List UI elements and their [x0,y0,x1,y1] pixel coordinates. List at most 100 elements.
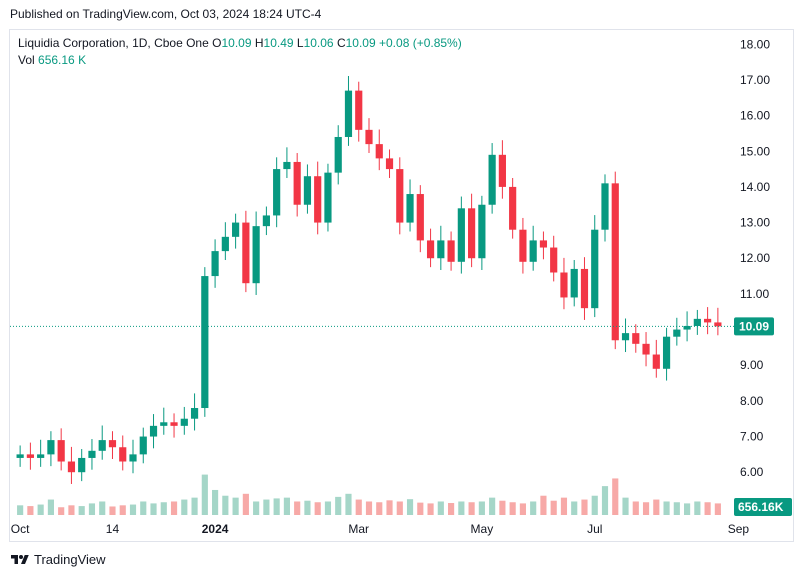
legend-open-label: O [212,36,222,50]
volume-bar [140,501,147,515]
volume-bar [170,501,178,515]
candle-body [478,204,486,259]
candle-body [539,240,548,248]
footer-brand[interactable]: TradingView [10,552,106,567]
candle-body [88,450,96,458]
volume-bar [88,503,96,515]
candle-body [642,343,650,355]
candle-body [550,247,558,273]
volume-bar [99,501,106,515]
candle-body [509,186,517,230]
volume-bar [437,501,444,515]
volume-bar [201,474,208,515]
candle-body [591,229,599,309]
legend-high-label: H [254,36,264,50]
volume-bar [489,497,496,515]
candle-body [519,229,527,262]
published-header: Published on TradingView.com, Oct 03, 20… [10,7,322,21]
volume-bar [78,506,85,515]
y-tick-label: 7.00 [740,430,764,444]
y-tick-label: 14.00 [740,180,770,194]
last-price-tag [734,317,774,336]
volume-bar [622,497,629,515]
footer-brand-label: TradingView [34,552,106,567]
y-tick-label: 13.00 [740,216,770,230]
candle-body [704,318,712,323]
candle-body [621,333,630,341]
volume-bar [273,498,280,515]
legend-change: +0.08 (+0.85%) [379,36,462,50]
legend-vol-label: Vol [18,53,35,67]
candle-body [119,447,127,462]
x-tick-label: 2024 [202,522,229,536]
volume-bar [571,501,578,515]
candle-body [47,440,55,455]
y-tick-label: 8.00 [740,394,764,408]
volume-bar [160,502,167,515]
candle-body [262,215,270,227]
x-tick-label: May [471,522,494,536]
volume-bar [714,503,721,515]
volume-bar [612,478,619,515]
candle-body [498,154,506,187]
chart-frame [9,29,794,542]
volume-bar [181,499,188,515]
candle-body [201,276,209,409]
volume-bar [17,505,24,515]
volume-bar [560,497,568,515]
candle-body [652,354,660,369]
candle-body [570,268,578,298]
volume-bar [212,489,219,515]
candle-body [26,454,34,458]
candle-body [457,208,465,262]
volume-bar [222,495,229,515]
y-tick-label: 15.00 [740,144,770,158]
volume-bar [242,493,249,515]
legend-ohlc: Liquidia Corporation, 1D, Cboe One O 10.0… [18,36,462,50]
candle-body [334,136,342,173]
candle-body [37,454,45,458]
tradingview-logo-icon [11,554,29,564]
volume-bar [324,501,332,515]
y-tick-label: 11.00 [740,287,769,301]
volume-bar [704,502,711,515]
candle-body [611,183,619,341]
candle-body [180,418,188,426]
volume-bar [294,501,301,515]
volume-bar [119,505,126,515]
candle-body [529,240,537,262]
volume-bar [376,502,383,515]
candle-body [314,176,322,223]
volume-bar [263,499,270,515]
legend-low-value: 10.06 [303,36,334,50]
x-tick-label: Oct [11,522,30,536]
candle-body [139,436,147,455]
candle-body [560,272,568,298]
volume-bar [581,499,588,515]
y-tick-label: 12.00 [740,251,770,265]
volume-bar [58,507,65,515]
y-tick-label: 6.00 [740,465,764,479]
x-tick-label: 14 [106,522,120,536]
y-tick-label: 9.00 [740,358,764,372]
candle-body [375,144,383,159]
legend-symbol: Liquidia Corporation, 1D, Cboe One [18,36,209,50]
candle-body [662,336,671,369]
legend-close-label: C [336,36,346,50]
candle-body [67,461,76,473]
candle-body [447,240,455,262]
candle-body [273,169,281,216]
volume-bar [304,500,311,515]
volume-bar [663,501,670,515]
candle-body [693,318,701,326]
volume-bar [427,503,434,515]
candle-body [57,440,65,462]
candle-body [211,251,219,277]
candle-body [303,176,312,205]
candle-body [714,322,722,327]
volume-bar [478,501,485,515]
candle-body [293,161,301,205]
x-tick-label: Mar [348,522,369,536]
volume-bar [684,503,691,515]
